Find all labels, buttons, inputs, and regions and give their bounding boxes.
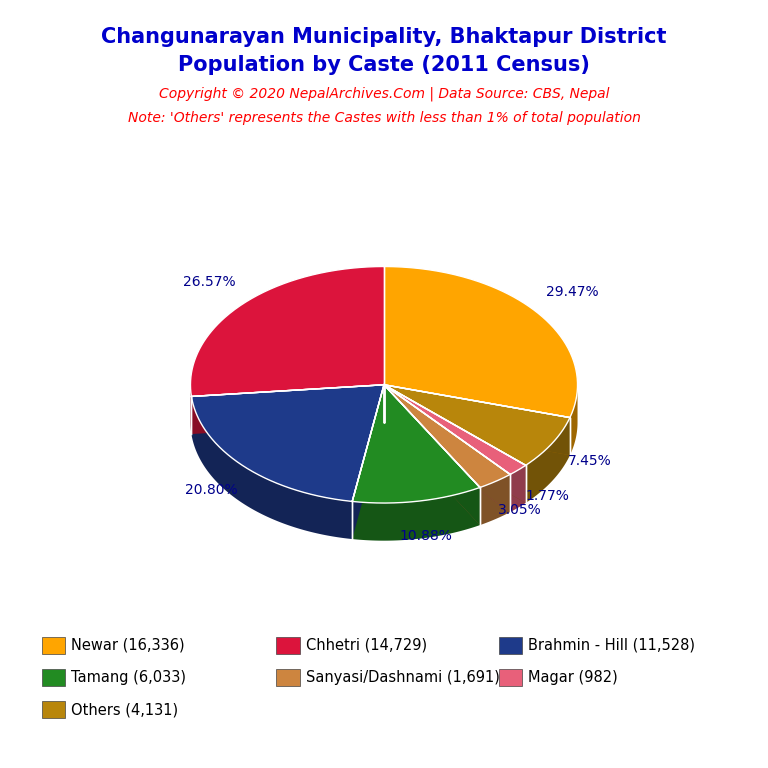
Polygon shape (384, 385, 526, 503)
Polygon shape (384, 385, 480, 525)
Polygon shape (191, 396, 353, 539)
Text: 3.05%: 3.05% (498, 503, 542, 518)
Polygon shape (384, 385, 570, 465)
Text: 10.88%: 10.88% (399, 529, 452, 543)
Polygon shape (191, 385, 384, 434)
Text: Note: 'Others' represents the Castes with less than 1% of total population: Note: 'Others' represents the Castes wit… (127, 111, 641, 125)
Text: Newar (16,336): Newar (16,336) (71, 637, 185, 653)
Text: Chhetri (14,729): Chhetri (14,729) (306, 637, 427, 653)
Text: 20.80%: 20.80% (185, 483, 238, 497)
Text: Copyright © 2020 NepalArchives.Com | Data Source: CBS, Nepal: Copyright © 2020 NepalArchives.Com | Dat… (159, 86, 609, 101)
Text: 1.77%: 1.77% (526, 488, 570, 502)
Polygon shape (353, 385, 384, 539)
Polygon shape (191, 385, 384, 502)
Polygon shape (384, 385, 526, 503)
Polygon shape (190, 386, 191, 434)
Text: 7.45%: 7.45% (568, 454, 611, 468)
Polygon shape (384, 385, 526, 475)
Text: Magar (982): Magar (982) (528, 670, 618, 685)
Polygon shape (384, 385, 510, 512)
Polygon shape (353, 385, 384, 539)
Polygon shape (384, 385, 510, 512)
Text: 26.57%: 26.57% (183, 274, 235, 289)
Polygon shape (384, 385, 570, 455)
Polygon shape (353, 488, 480, 541)
Polygon shape (384, 385, 510, 488)
Text: Others (4,131): Others (4,131) (71, 702, 178, 717)
Text: Brahmin - Hill (11,528): Brahmin - Hill (11,528) (528, 637, 695, 653)
Text: Changunarayan Municipality, Bhaktapur District: Changunarayan Municipality, Bhaktapur Di… (101, 27, 667, 47)
Polygon shape (510, 465, 526, 512)
Polygon shape (353, 385, 480, 503)
Text: Sanyasi/Dashnami (1,691): Sanyasi/Dashnami (1,691) (306, 670, 499, 685)
Polygon shape (570, 385, 578, 455)
Polygon shape (191, 385, 384, 434)
Polygon shape (384, 385, 480, 525)
Polygon shape (526, 418, 570, 503)
Polygon shape (384, 266, 578, 418)
Text: 29.47%: 29.47% (546, 286, 599, 300)
Polygon shape (190, 266, 384, 396)
Text: Population by Caste (2011 Census): Population by Caste (2011 Census) (178, 55, 590, 75)
Polygon shape (480, 475, 510, 525)
Polygon shape (384, 385, 570, 455)
Text: Tamang (6,033): Tamang (6,033) (71, 670, 187, 685)
